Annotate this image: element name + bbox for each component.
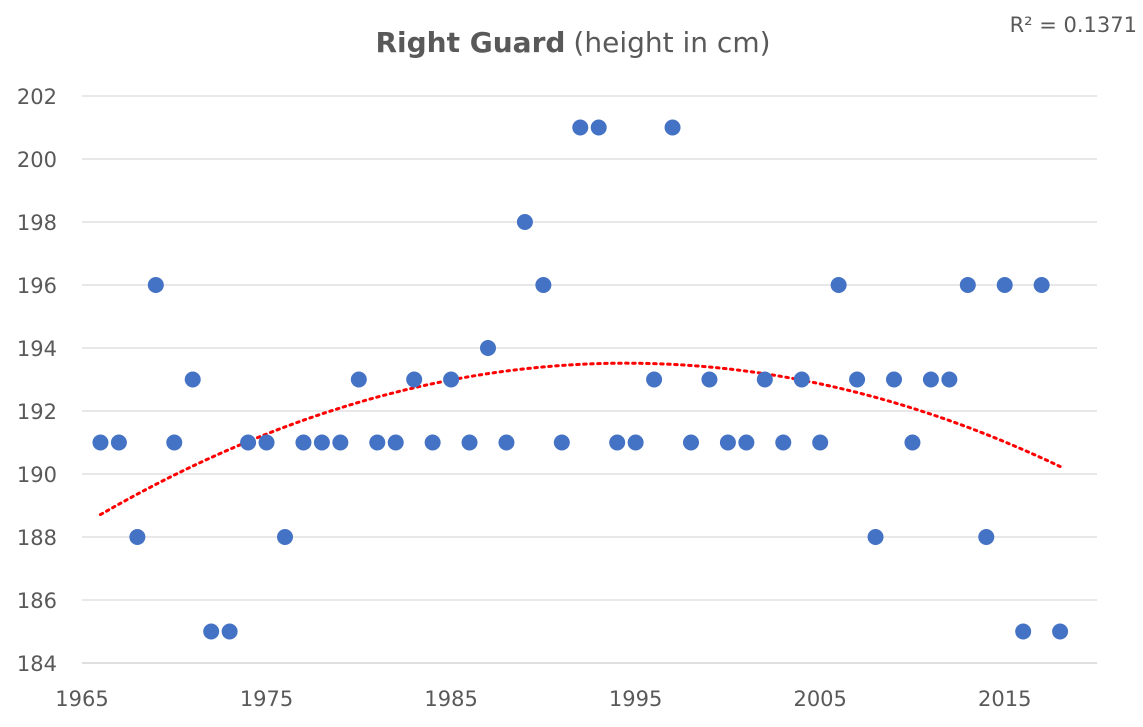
data-point (922, 371, 939, 388)
y-tick-label: 184 (17, 652, 57, 676)
y-tick-label: 198 (17, 211, 57, 235)
data-point (277, 529, 293, 545)
data-point (406, 371, 423, 388)
data-point (332, 434, 349, 451)
data-point (461, 434, 478, 451)
data-point (147, 277, 164, 293)
x-tick-label: 1975 (240, 687, 293, 711)
data-point (609, 434, 626, 451)
gridlines (82, 95, 1097, 601)
y-tick-label: 200 (17, 148, 57, 172)
y-tick-label: 202 (17, 85, 57, 109)
data-point (1033, 277, 1050, 293)
data-point (110, 434, 127, 451)
data-point (849, 371, 866, 388)
data-point (424, 434, 441, 451)
data-point (92, 434, 109, 451)
data-point (978, 529, 995, 545)
chart-subtitle: (height in cm) (573, 26, 770, 59)
y-tick-label: 194 (17, 337, 57, 361)
data-point (498, 434, 515, 451)
data-point (719, 434, 736, 451)
data-point (701, 371, 718, 388)
data-point (664, 119, 681, 136)
data-point (590, 119, 607, 136)
data-point (369, 434, 386, 451)
data-point (941, 371, 958, 388)
data-point (387, 434, 404, 451)
data-point (350, 371, 367, 388)
data-point (775, 434, 792, 451)
data-point (683, 434, 699, 451)
data-point (553, 434, 570, 451)
data-point (572, 119, 589, 136)
data-points (92, 119, 1069, 640)
y-tick-label: 192 (17, 400, 57, 424)
chart-title: Right Guard (height in cm) (375, 26, 770, 59)
data-point (443, 371, 460, 388)
y-axis-ticks: 184 186 188 190 192 194 196 198 200 202 (17, 85, 57, 676)
data-point (313, 434, 330, 451)
y-tick-label: 186 (17, 589, 57, 613)
y-tick-label: 190 (17, 463, 57, 487)
x-axis-ticks: 1965 1975 1985 1995 2005 2015 (55, 687, 1031, 711)
data-point (1015, 623, 1032, 640)
chart-title-main: Right Guard (375, 26, 565, 59)
data-point (793, 371, 810, 388)
data-point (812, 434, 829, 451)
r-squared-annotation: R² = 0.1371 (1010, 13, 1137, 37)
data-point (184, 371, 201, 388)
data-point (830, 277, 847, 293)
x-tick-label: 1965 (55, 687, 108, 711)
x-tick-label: 1995 (609, 687, 662, 711)
data-point (627, 434, 644, 451)
data-point (129, 529, 146, 545)
data-point (480, 340, 496, 356)
data-point (295, 434, 312, 451)
data-point (996, 277, 1013, 293)
data-point (738, 434, 755, 451)
data-point (959, 277, 976, 293)
x-tick-label: 2015 (978, 687, 1031, 711)
data-point (904, 434, 921, 451)
data-point (221, 623, 238, 640)
x-tick-label: 2005 (793, 687, 846, 711)
data-point (646, 371, 663, 388)
data-point (516, 214, 533, 230)
data-point (258, 434, 275, 451)
y-tick-label: 188 (17, 526, 57, 550)
data-point (886, 371, 902, 388)
x-tick-label: 1985 (424, 687, 477, 711)
data-point (756, 371, 773, 388)
trendline (98, 361, 1062, 517)
data-point (203, 623, 220, 640)
data-point (240, 434, 257, 451)
data-point (535, 277, 552, 293)
data-point (166, 434, 183, 451)
y-tick-label: 196 (17, 274, 57, 298)
data-point (1052, 623, 1069, 640)
data-point (867, 529, 884, 545)
